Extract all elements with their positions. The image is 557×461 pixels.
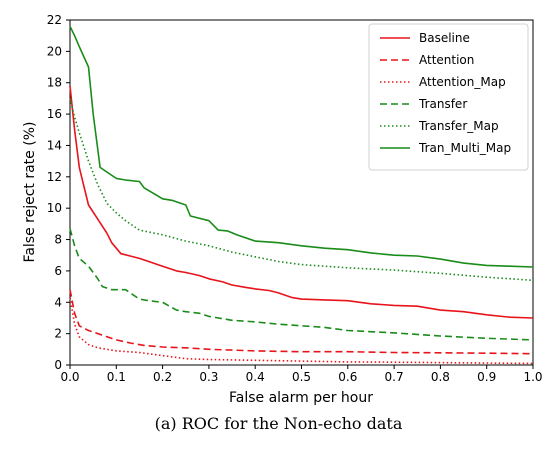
y-axis-ticks: 0 2 4 6 8 10 12 14 16 18 20 22 xyxy=(47,13,70,372)
x-tick-label: 0.4 xyxy=(246,370,265,384)
series-line-transfer xyxy=(69,228,534,341)
y-tick-label: 18 xyxy=(47,76,62,90)
series-lines xyxy=(69,25,534,365)
x-tick-label: 0.3 xyxy=(199,370,218,384)
legend-label: Transfer xyxy=(418,97,467,111)
y-tick-label: 12 xyxy=(47,170,62,184)
legend-label: Attention xyxy=(419,53,474,67)
y-tick-label: 2 xyxy=(54,327,62,341)
y-tick-label: 20 xyxy=(47,44,62,58)
x-tick-label: 0.7 xyxy=(385,370,404,384)
y-tick-label: 22 xyxy=(47,13,62,27)
x-tick-label: 0.6 xyxy=(338,370,357,384)
series-line-tran-multi-map xyxy=(69,25,534,268)
series-line-attention xyxy=(69,289,534,355)
x-tick-label: 0.1 xyxy=(107,370,126,384)
y-tick-label: 4 xyxy=(54,295,62,309)
y-tick-label: 16 xyxy=(47,107,62,121)
x-tick-label: 0.8 xyxy=(431,370,450,384)
y-tick-label: 14 xyxy=(47,138,62,152)
roc-chart: 0.0 0.1 0.2 0.3 0.4 0.5 0.6 0.7 0.8 0.9 1.0 0 2 4 6 8 1… xyxy=(22,13,543,406)
x-tick-label: 1.0 xyxy=(523,370,542,384)
y-tick-label: 0 xyxy=(54,358,62,372)
legend-label: Baseline xyxy=(419,31,470,45)
y-tick-label: 8 xyxy=(54,233,62,247)
x-tick-label: 0.0 xyxy=(60,370,79,384)
legend-label: Tran_Multi_Map xyxy=(418,141,511,155)
y-tick-label: 10 xyxy=(47,201,62,215)
figure-caption: (a) ROC for the Non-echo data xyxy=(154,414,403,433)
legend-label: Transfer_Map xyxy=(418,119,499,133)
x-axis-ticks: 0.0 0.1 0.2 0.3 0.4 0.5 0.6 0.7 0.8 0.9 1.0 xyxy=(60,365,543,384)
x-tick-label: 0.2 xyxy=(153,370,172,384)
x-axis-label: False alarm per hour xyxy=(229,390,373,406)
y-tick-label: 6 xyxy=(54,264,62,278)
series-line-baseline xyxy=(69,85,534,319)
y-axis-label: False reject rate (%) xyxy=(22,122,38,263)
legend: Baseline Attention Attention_Map Transfer Tr… xyxy=(368,23,529,171)
legend-label: Attention_Map xyxy=(419,75,506,89)
series-line-transfer-map xyxy=(69,98,534,282)
x-tick-label: 0.5 xyxy=(292,370,311,384)
x-tick-label: 0.9 xyxy=(477,370,496,384)
